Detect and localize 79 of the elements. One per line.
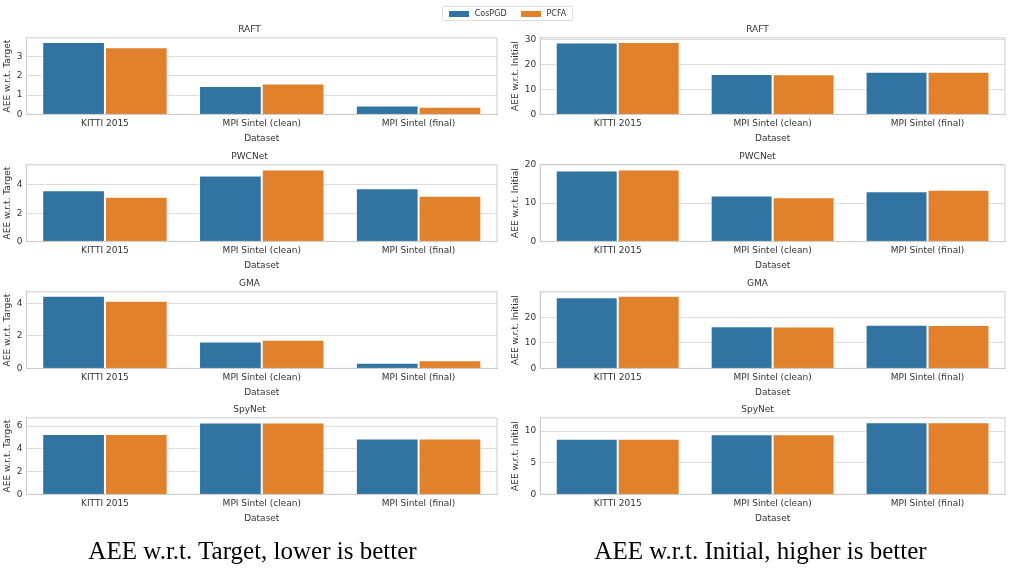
x-tick-label: MPI Sintel (final) (890, 498, 965, 509)
x-tick-label: KITTI 2015 (593, 372, 642, 383)
chart-title: PWCNet (739, 150, 777, 161)
x-tick-label: MPI Sintel (clean) (733, 118, 812, 129)
y-tick-label: 0 (16, 488, 23, 499)
x-axis-title: Dataset (244, 386, 280, 397)
x-tick-label: MPI Sintel (clean) (222, 372, 301, 383)
y-tick-label: 10 (524, 337, 537, 348)
y-axis-title: AEE w.r.t. Target (1, 166, 12, 240)
y-tick-label: 2 (16, 69, 23, 80)
y-tick-label: 4 (16, 179, 23, 190)
y-tick-label: 2 (16, 330, 23, 341)
x-axis-title: Dataset (755, 386, 791, 397)
x-axis-title: Dataset (755, 259, 791, 270)
y-tick-label: 30 (524, 33, 537, 44)
y-tick-label: 2 (16, 465, 23, 476)
y-tick-label: 20 (524, 58, 537, 69)
y-axis-title: AEE w.r.t. Initial (509, 41, 520, 111)
y-tick-label: 0 (16, 362, 23, 373)
x-tick-label: MPI Sintel (clean) (733, 372, 812, 383)
legend-label: PCFA (546, 9, 567, 18)
x-tick-label: MPI Sintel (final) (890, 118, 965, 129)
y-tick-label: 10 (524, 197, 537, 208)
y-tick-label: 0 (530, 235, 537, 246)
y-tick-label: 4 (16, 297, 23, 308)
y-tick-label: 0 (530, 108, 537, 119)
x-axis-title: Dataset (244, 132, 280, 143)
y-tick-label: 2 (16, 207, 23, 218)
y-tick-label: 10 (524, 83, 537, 94)
x-tick-label: MPI Sintel (clean) (733, 245, 812, 256)
x-tick-label: MPI Sintel (clean) (222, 118, 301, 129)
x-tick-label: KITTI 2015 (593, 245, 642, 256)
y-tick-label: 0 (530, 362, 537, 373)
x-tick-label: MPI Sintel (final) (381, 118, 456, 129)
y-tick-label: 20 (524, 159, 537, 170)
x-axis-title: Dataset (244, 512, 280, 523)
chart-title: RAFT (238, 23, 262, 34)
x-tick-label: KITTI 2015 (81, 245, 129, 256)
x-tick-label: KITTI 2015 (81, 498, 129, 509)
text: AEE w.r.t. Target, lower is better (87, 537, 418, 565)
chart-title: SpyNet (233, 403, 267, 414)
y-tick-label: 1 (16, 89, 23, 100)
chart-title: GMA (747, 277, 769, 288)
y-axis-title: AEE w.r.t. Target (1, 293, 12, 367)
x-tick-label: MPI Sintel (clean) (733, 498, 812, 509)
x-tick-label: KITTI 2015 (81, 372, 129, 383)
chart-title: PWCNet (231, 150, 269, 161)
y-tick-label: 10 (524, 425, 537, 436)
x-tick-label: KITTI 2015 (81, 118, 129, 129)
legend-label: CosPGD (474, 9, 507, 18)
y-axis-title: AEE w.r.t. Initial (509, 421, 520, 491)
y-tick-label: 0 (16, 108, 23, 119)
x-axis-title: Dataset (244, 259, 280, 270)
x-tick-label: MPI Sintel (final) (890, 245, 965, 256)
y-tick-label: 6 (16, 420, 23, 431)
y-axis-title: AEE w.r.t. Initial (509, 168, 520, 238)
x-axis-title: Dataset (755, 132, 791, 143)
y-tick-label: 5 (530, 457, 537, 468)
x-axis-title: Dataset (755, 512, 791, 523)
y-axis-title: AEE w.r.t. Target (1, 39, 12, 113)
x-tick-label: MPI Sintel (clean) (222, 498, 301, 509)
y-axis-title: AEE w.r.t. Initial (509, 295, 520, 365)
y-tick-label: 4 (16, 443, 23, 454)
x-tick-label: KITTI 2015 (593, 498, 642, 509)
text: AEE w.r.t. Initial, higher is better (593, 537, 928, 565)
x-tick-label: MPI Sintel (final) (381, 372, 456, 383)
x-tick-label: MPI Sintel (final) (381, 498, 456, 509)
x-tick-label: MPI Sintel (clean) (222, 245, 301, 256)
chart-title: SpyNet (741, 403, 775, 414)
chart-title: RAFT (746, 23, 770, 34)
y-tick-label: 20 (524, 311, 537, 322)
x-tick-label: MPI Sintel (final) (381, 245, 456, 256)
y-tick-label: 0 (16, 235, 23, 246)
y-axis-title: AEE w.r.t. Target (1, 419, 12, 493)
chart-title: GMA (239, 277, 261, 288)
x-tick-label: MPI Sintel (final) (890, 372, 965, 383)
y-tick-label: 0 (530, 488, 537, 499)
x-tick-label: KITTI 2015 (593, 118, 642, 129)
y-tick-label: 3 (16, 50, 23, 61)
